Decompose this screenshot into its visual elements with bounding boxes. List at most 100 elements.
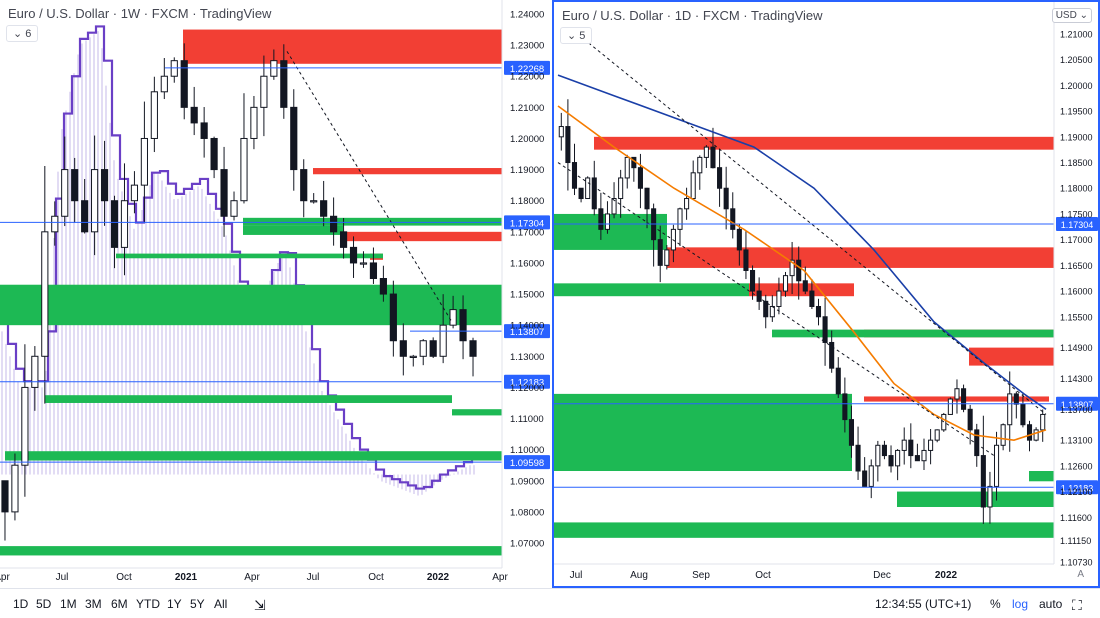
daily-chart-canvas[interactable]: 1.17304 1.13807 1.12183 1.21000 1.20500 1.200… [554,2,1098,586]
currency-selector[interactable]: USD ⌄ [1051,8,1092,23]
weekly-bear-candle [379,278,387,295]
daily-bull-candle [618,177,624,200]
timeframe-5d-button[interactable]: 5D [36,597,52,611]
daily-supply-zone [667,247,1054,268]
weekly-bull-candle [310,200,318,203]
weekly-bear-candle [1,480,9,513]
daily-chart-title: Euro / U.S. Dollar · 1D · FXCM · Trading… [562,8,823,23]
weekly-supply-zone [313,168,502,175]
weekly-price-tag-label: 1.22268 [510,64,544,75]
daily-price-tick-label: 1.14300 [1060,374,1093,384]
daily-bear-candle [881,444,887,457]
daily-bear-candle [908,439,914,457]
daily-bear-candle [1013,393,1019,405]
weekly-price-tick-label: 1.23000 [510,41,544,52]
daily-bear-candle [591,177,597,210]
daily-time-tick-label: Dec [873,570,891,581]
weekly-demand-zone [243,225,343,235]
daily-price-tick-label: 1.10730 [1060,558,1093,568]
percent-scale-button[interactable]: % [990,597,1001,611]
weekly-price-tick-label: 1.19000 [510,165,544,176]
weekly-price-tag [504,324,550,339]
timeframe-1m-button[interactable]: 1M [60,597,77,611]
weekly-bull-candle [230,200,238,217]
daily-price-tick-label: 1.11600 [1060,513,1092,523]
date-range-icon[interactable]: ⇲ [254,597,266,613]
fullscreen-icon[interactable]: ⛶ [1072,597,1082,613]
daily-price-tick-label: 1.20500 [1060,55,1093,65]
daily-time-tick-label: Jul [570,570,583,581]
daily-bear-candle [967,408,973,431]
timeframe-1d-button[interactable]: 1D [13,597,29,611]
weekly-bear-candle [220,169,228,217]
weekly-bear-candle [389,293,397,342]
timeframe-3m-button[interactable]: 3M [85,597,102,611]
timeframe-5y-button[interactable]: 5Y [190,597,205,611]
weekly-price-tick-label: 1.13000 [510,352,544,363]
daily-price-tick-label: 1.13700 [1060,405,1093,415]
weekly-chart-canvas[interactable]: 1.22268 1.17304 1.13807 1.12183 1.09598 1.240… [0,0,552,588]
weekly-time-tick-label: Apr [244,572,260,583]
weekly-bear-candle [290,106,298,171]
daily-bear-candle [571,162,578,189]
weekly-legend-count: 6 [25,28,32,40]
daily-legend-toggle[interactable]: ⌄ 5 [560,27,593,44]
weekly-price-tag-label: 1.12183 [510,378,544,389]
weekly-bull-candle [359,262,368,265]
auto-scale-toggle[interactable]: A [1077,569,1084,580]
weekly-bull-candle [160,75,168,93]
timeframe-6m-button[interactable]: 6M [111,597,128,611]
daily-fast-moving-average [557,105,1047,441]
daily-bull-candle [987,485,993,508]
weekly-price-tag-label: 1.09598 [510,458,544,469]
daily-price-tick-label: 1.16000 [1060,287,1093,297]
daily-bull-candle [954,388,960,400]
weekly-demand-zone [45,395,452,403]
daily-time-tick-label: 2022 [935,570,958,581]
bottom-toolbar: 1D 5D 1M 3M 6M YTD 1Y 5Y All ⇲ 12:34:55 (UTC+1) … [0,588,1100,618]
weekly-bear-candle [369,262,378,279]
daily-bull-candle [868,465,874,487]
daily-bull-candle [901,439,907,451]
daily-chart-pane[interactable]: 1.17304 1.13807 1.12183 1.21000 1.20500 1.200… [552,0,1100,588]
daily-demand-zone [897,491,1054,507]
weekly-price-tag [504,374,550,389]
weekly-price-tick-label: 1.15000 [510,290,544,301]
weekly-bull-candle [31,355,39,388]
weekly-bear-candle [300,169,308,202]
daily-bear-candle [855,444,861,472]
weekly-time-tick-label: Oct [116,572,132,583]
auto-scale-button[interactable]: auto [1039,597,1063,611]
daily-bear-candle [736,228,742,251]
daily-bear-candle [809,290,815,307]
log-scale-button[interactable]: log [1012,597,1029,611]
weekly-bear-candle [200,122,208,139]
weekly-time-tick-label: Apr [492,572,508,583]
daily-bear-candle [980,455,986,508]
daily-price-tick-label: 1.18500 [1060,158,1093,168]
daily-price-tick-label: 1.21000 [1060,30,1093,40]
daily-price-tick-label: 1.14900 [1060,343,1093,353]
weekly-bear-candle [429,340,437,357]
weekly-price-tick-label: 1.24000 [510,10,544,21]
weekly-legend-toggle[interactable]: ⌄ 6 [6,25,39,42]
daily-legend-count: 5 [579,30,586,42]
timeframe-all-button[interactable]: All [214,597,228,611]
daily-bear-candle [730,208,736,230]
weekly-price-tick-label: 1.21000 [510,103,544,114]
daily-time-tick-label: Sep [692,570,710,581]
clock-readout[interactable]: 12:34:55 (UTC+1) [875,597,972,611]
weekly-price-tick-label: 1.18000 [510,196,544,207]
weekly-chart-pane[interactable]: 1.22268 1.17304 1.13807 1.12183 1.09598 1.240… [0,0,552,588]
weekly-price-tag-label: 1.13807 [510,327,544,338]
daily-price-tick-label: 1.15500 [1060,312,1093,322]
timeframe-ytd-button[interactable]: YTD [136,597,160,611]
daily-supply-zone [969,347,1054,366]
daily-bear-candle [637,167,643,189]
daily-bull-candle [585,177,591,200]
weekly-bear-candle [210,137,218,171]
weekly-price-tag [504,455,550,470]
daily-price-tick-label: 1.17500 [1060,209,1093,219]
timeframe-1y-button[interactable]: 1Y [167,597,182,611]
daily-bull-candle [684,198,690,210]
